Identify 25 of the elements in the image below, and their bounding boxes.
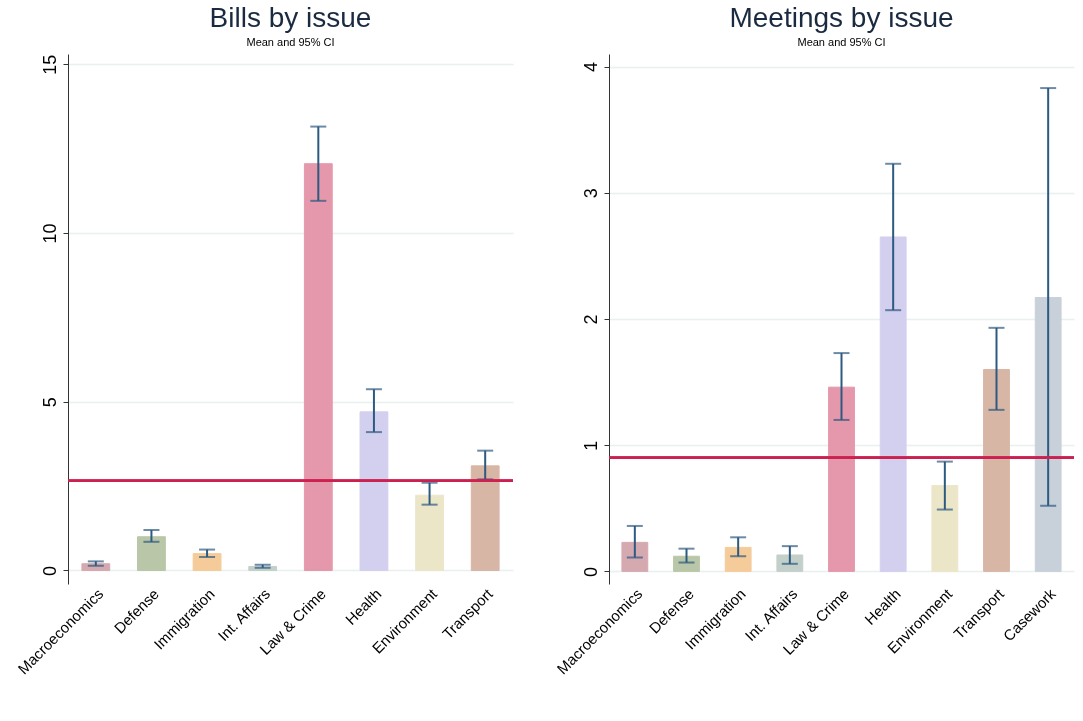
y-tick-label: 1 (580, 440, 601, 451)
bar (470, 465, 500, 571)
bar (415, 494, 444, 571)
chart-title: Meetings by issue (729, 2, 954, 33)
chart-title: Bills by issue (209, 2, 372, 33)
bar (1034, 297, 1062, 572)
bar (879, 236, 907, 572)
chart-subtitle: Mean and 95% CI (246, 36, 335, 48)
bar (931, 485, 959, 572)
y-tick-label: 5 (39, 397, 60, 408)
bar (303, 163, 333, 571)
bar (137, 536, 166, 571)
y-tick-label: 0 (580, 566, 601, 577)
y-tick-label: 15 (39, 54, 60, 75)
bar (621, 541, 649, 572)
bar (983, 368, 1010, 572)
y-tick-label: 2 (580, 314, 601, 325)
y-tick-label: 0 (39, 565, 60, 576)
bar (359, 411, 389, 571)
y-tick-label: 10 (39, 223, 60, 244)
y-tick-label: 4 (580, 62, 601, 73)
bar (724, 546, 752, 572)
bar (828, 386, 855, 572)
chart-subtitle: Mean and 95% CI (797, 36, 886, 48)
y-tick-label: 3 (580, 188, 601, 199)
